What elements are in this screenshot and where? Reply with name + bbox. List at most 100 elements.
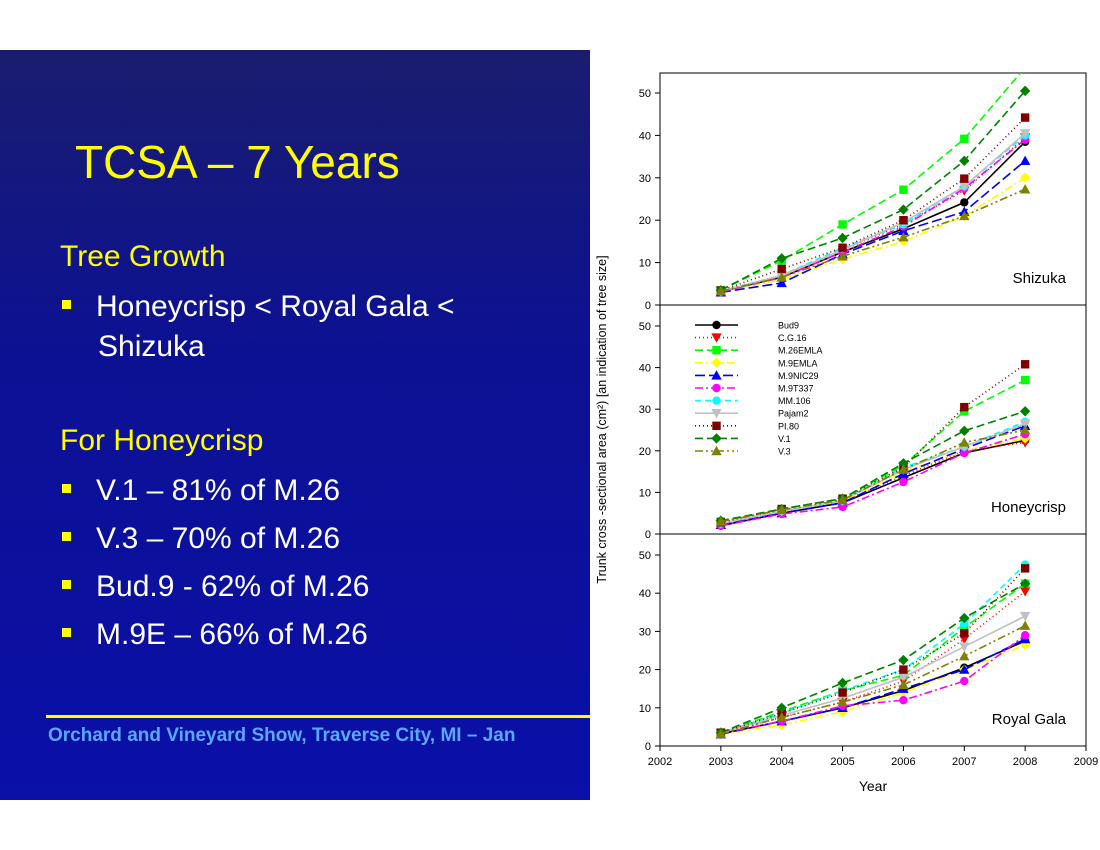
- y-tick-label: 10: [639, 703, 651, 715]
- data-point: [1020, 113, 1030, 122]
- data-point: [1019, 172, 1031, 183]
- data-point: [837, 232, 848, 244]
- series-line: [720, 410, 1026, 522]
- data-point: [1020, 360, 1030, 369]
- footer-divider: [46, 715, 606, 718]
- x-tick-label: 2005: [830, 756, 854, 768]
- series-line: [720, 615, 1026, 734]
- x-tick-label: 2002: [648, 756, 672, 768]
- y-tick-label: 40: [639, 130, 651, 142]
- panel-shizuka: 0 10 20 30 40 50 Shizuka: [639, 63, 1067, 312]
- legend-marker: [712, 346, 721, 355]
- data-point: [960, 448, 969, 458]
- y-tick-label: 0: [645, 529, 651, 541]
- panel-label: Royal Gala: [992, 711, 1067, 728]
- bullet-marker-icon: [62, 483, 71, 493]
- series-line: [720, 425, 1026, 526]
- data-point: [776, 504, 787, 515]
- data-point: [960, 676, 969, 686]
- bullet-marker-icon: [62, 531, 71, 541]
- data-point: [777, 264, 786, 274]
- legend-marker: [711, 409, 722, 419]
- data-point: [1020, 375, 1030, 385]
- panel-royal-gala: 0 10 20 30 40 50 Royal Gala: [639, 533, 1086, 753]
- x-axis-label: Year: [859, 778, 888, 794]
- data-point: [837, 494, 848, 505]
- series-line: [720, 160, 1026, 294]
- bullet-marker-icon: [62, 579, 71, 589]
- data-point: [776, 277, 787, 288]
- data-point: [960, 402, 969, 412]
- legend-label: PI.80: [778, 421, 799, 431]
- footer-text: Orchard and Vineyard Show, Traverse City…: [48, 725, 516, 746]
- data-point: [838, 502, 847, 512]
- data-point: [1019, 155, 1031, 166]
- bullet-text: M.9E – 66% of M.26: [96, 618, 368, 651]
- series-group: [715, 360, 1031, 530]
- data-point: [899, 216, 908, 225]
- series-line: [720, 177, 1026, 293]
- data-point: [959, 210, 970, 221]
- series-line: [720, 379, 1026, 523]
- x-tick-label: 2008: [1013, 756, 1037, 768]
- data-point: [898, 673, 909, 683]
- legend-marker: [712, 320, 721, 330]
- series-line: [720, 582, 1026, 734]
- legend-label: M.9T337: [778, 384, 814, 394]
- data-point: [1021, 63, 1029, 71]
- data-point: [899, 477, 908, 487]
- bullet-marker-icon: [62, 299, 71, 309]
- data-point: [838, 220, 847, 229]
- data-point: [898, 231, 909, 242]
- y-tick-label: 20: [639, 665, 651, 677]
- legend-label: V.1: [778, 434, 791, 444]
- data-point: [959, 642, 970, 652]
- legend-label: Pajam2: [778, 409, 809, 419]
- legend-marker: [711, 333, 722, 343]
- data-point: [1020, 564, 1030, 573]
- data-point: [1019, 587, 1031, 597]
- heading-tree-growth: Tree Growth: [60, 240, 226, 273]
- series-line: [720, 582, 1026, 734]
- legend-marker: [711, 357, 722, 368]
- data-point: [899, 665, 908, 674]
- series-line: [720, 188, 1026, 292]
- data-point: [715, 285, 727, 296]
- series-line: [720, 433, 1026, 527]
- legend-label: M.26EMLA: [778, 346, 823, 356]
- data-point: [1020, 631, 1030, 640]
- data-point: [898, 464, 909, 474]
- data-point: [898, 458, 909, 469]
- data-point: [899, 695, 908, 705]
- data-point: [960, 198, 969, 207]
- data-point: [960, 134, 969, 143]
- y-tick-label: 50: [639, 550, 651, 562]
- y-tick-label: 40: [639, 588, 651, 600]
- y-tick-label: 0: [645, 300, 651, 312]
- data-point: [776, 272, 787, 282]
- y-tick-label: 10: [639, 487, 651, 499]
- panel-label: Honeycrisp: [991, 499, 1066, 516]
- y-tick-label: 40: [639, 363, 651, 375]
- tcsa-chart: 01020304050Shizuka01020304050Honeycrisp0…: [595, 63, 1098, 794]
- series-line: [720, 423, 1026, 525]
- y-tick-label: 30: [639, 404, 651, 416]
- data-point: [838, 243, 847, 252]
- data-point: [838, 688, 847, 697]
- y-tick-label: 20: [639, 446, 651, 458]
- bullet-text: V.3 – 70% of M.26: [96, 522, 341, 555]
- series-line: [720, 141, 1026, 293]
- series-line: [720, 420, 1026, 525]
- data-point: [776, 702, 787, 713]
- series-line: [720, 590, 1026, 735]
- data-point: [898, 654, 909, 666]
- legend: Bud9 C.G.16 M.26EMLA M.9EMLA M.9NIC29 M.9T337…: [695, 321, 823, 457]
- bullet-growth-order: Honeycrisp < Royal Gala <: [62, 290, 455, 324]
- data-point: [837, 677, 848, 689]
- data-point: [1019, 424, 1031, 435]
- series-line: [720, 73, 1022, 291]
- data-point: [960, 629, 969, 638]
- data-point: [776, 712, 787, 722]
- data-point: [959, 664, 970, 674]
- y-tick-label: 0: [645, 741, 651, 753]
